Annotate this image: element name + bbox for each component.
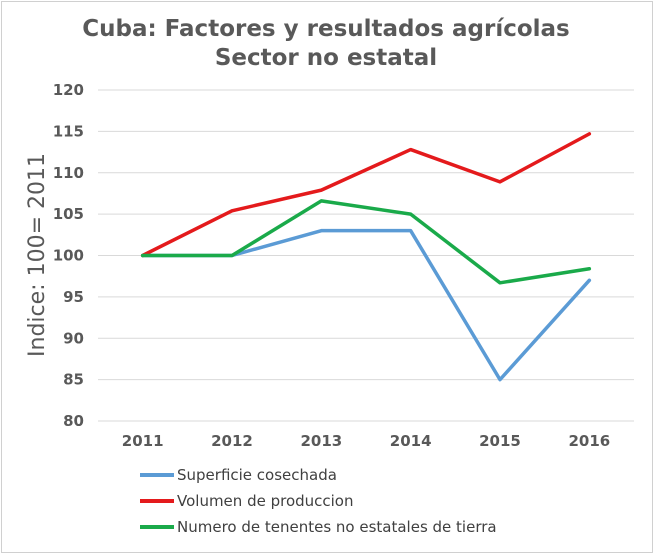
legend: Superficie cosechada Volumen de produccio… (140, 466, 497, 536)
data-point (409, 148, 413, 152)
data-point (230, 254, 234, 257)
chart-title-line-1: Cuba: Factores y resultados agrícolas (82, 16, 570, 42)
data-point (587, 132, 591, 136)
x-tick-label: 2016 (568, 432, 610, 450)
data-point (319, 188, 323, 192)
series-line-2 (140, 132, 592, 258)
y-tick-label: 110 (53, 164, 84, 182)
x-tick-label: 2012 (211, 432, 253, 450)
data-point (141, 254, 145, 257)
series-lines (140, 132, 592, 382)
x-tick-label: 2013 (300, 432, 342, 450)
data-point (498, 378, 502, 382)
y-axis-label: Indice: 100= 2011 (25, 153, 50, 357)
y-axis-ticks: 80 85 90 95 100 105 110 115 120 (53, 81, 84, 430)
x-tick-label: 2015 (479, 432, 521, 450)
series-line-3 (140, 199, 592, 285)
y-tick-label: 95 (63, 288, 84, 306)
y-tick-label: 80 (63, 412, 84, 430)
data-point (587, 278, 591, 282)
data-point (409, 212, 413, 216)
data-point (587, 267, 591, 271)
legend-label-1: Superficie cosechada (177, 466, 337, 484)
y-tick-label: 120 (53, 81, 84, 99)
y-tick-label: 100 (53, 247, 84, 265)
legend-label-3: Numero de tenentes no estatales de tierr… (177, 518, 497, 536)
data-point (409, 229, 413, 233)
data-point (319, 199, 323, 203)
y-tick-label: 85 (63, 371, 84, 389)
y-tick-label: 90 (63, 329, 84, 347)
data-point (498, 281, 502, 285)
y-tick-label: 115 (53, 122, 84, 140)
y-tick-label: 105 (53, 205, 84, 223)
data-point (498, 180, 502, 184)
series-line-1 (140, 228, 592, 382)
x-tick-label: 2011 (122, 432, 164, 450)
chart-title-line-2: Sector no estatal (215, 45, 437, 71)
legend-label-2: Volumen de produccion (177, 492, 354, 510)
data-point (230, 209, 234, 213)
x-axis-ticks: 2011 2012 2013 2014 2015 2016 (122, 432, 610, 450)
x-tick-label: 2014 (390, 432, 432, 450)
data-point (319, 229, 323, 233)
